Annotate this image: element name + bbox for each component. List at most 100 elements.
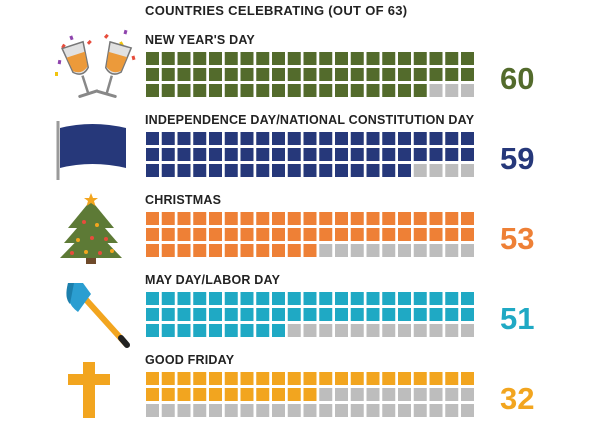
filled-square [240, 148, 254, 161]
filled-square [256, 148, 270, 161]
category-row: NEW YEAR'S DAY 60 [145, 33, 534, 97]
filled-square [193, 132, 207, 145]
filled-square [413, 292, 427, 305]
filled-square [161, 164, 175, 177]
filled-square [209, 84, 222, 97]
filled-square [256, 228, 270, 241]
empty-square [398, 388, 411, 401]
filled-square [177, 372, 191, 385]
filled-square [461, 308, 474, 321]
filled-square [272, 324, 285, 337]
filled-square [272, 212, 285, 225]
filled-square [461, 148, 474, 161]
filled-square [256, 132, 270, 145]
filled-square [350, 372, 364, 385]
filled-square [256, 52, 270, 65]
filled-square [193, 84, 207, 97]
filled-square [240, 292, 254, 305]
filled-square [335, 148, 348, 161]
empty-square [445, 388, 459, 401]
filled-square [445, 132, 459, 145]
filled-square [461, 52, 474, 65]
filled-square [209, 68, 222, 81]
filled-square [224, 292, 238, 305]
filled-square [177, 52, 191, 65]
filled-square [445, 372, 459, 385]
filled-square [256, 308, 270, 321]
filled-square [240, 132, 254, 145]
empty-square [461, 404, 474, 417]
empty-square [382, 324, 396, 337]
filled-square [146, 52, 159, 65]
filled-square [240, 308, 254, 321]
empty-square [398, 324, 411, 337]
empty-square [350, 388, 364, 401]
filled-square [193, 372, 207, 385]
filled-square [240, 244, 254, 257]
empty-square [413, 164, 427, 177]
filled-square [366, 212, 380, 225]
filled-square [272, 388, 285, 401]
category-label: NEW YEAR'S DAY [145, 33, 255, 47]
filled-square [287, 292, 301, 305]
filled-square [287, 244, 301, 257]
filled-square [287, 212, 301, 225]
filled-square [240, 324, 254, 337]
filled-square [366, 164, 380, 177]
filled-square [461, 228, 474, 241]
filled-square [272, 52, 285, 65]
filled-square [319, 212, 333, 225]
filled-square [146, 308, 159, 321]
filled-square [303, 388, 317, 401]
empty-square [366, 324, 380, 337]
empty-square [461, 244, 474, 257]
filled-square [350, 228, 364, 241]
filled-square [303, 372, 317, 385]
filled-square [193, 388, 207, 401]
filled-square [350, 68, 364, 81]
filled-square [272, 148, 285, 161]
filled-square [161, 84, 175, 97]
filled-square [303, 52, 317, 65]
category-label: GOOD FRIDAY [145, 353, 235, 367]
empty-square [429, 244, 443, 257]
filled-square [224, 228, 238, 241]
filled-square [366, 84, 380, 97]
filled-square [209, 212, 222, 225]
empty-square [272, 404, 285, 417]
filled-square [366, 148, 380, 161]
filled-square [461, 292, 474, 305]
empty-square [366, 404, 380, 417]
filled-square [224, 68, 238, 81]
filled-square [177, 388, 191, 401]
empty-square [350, 244, 364, 257]
empty-square [303, 404, 317, 417]
empty-square [398, 244, 411, 257]
category-label: CHRISTMAS [145, 193, 221, 207]
filled-square [287, 52, 301, 65]
filled-square [146, 324, 159, 337]
filled-square [161, 228, 175, 241]
filled-square [429, 148, 443, 161]
filled-square [461, 132, 474, 145]
christmas-tree-icon [60, 193, 122, 264]
filled-square [382, 212, 396, 225]
filled-square [224, 244, 238, 257]
filled-square [146, 228, 159, 241]
filled-square [335, 164, 348, 177]
filled-square [319, 228, 333, 241]
filled-square [224, 132, 238, 145]
filled-square [382, 308, 396, 321]
filled-square [461, 372, 474, 385]
filled-square [398, 212, 411, 225]
empty-square [224, 404, 238, 417]
empty-square [429, 324, 443, 337]
filled-square [193, 228, 207, 241]
filled-square [240, 212, 254, 225]
filled-square [319, 84, 333, 97]
filled-square [429, 52, 443, 65]
filled-square [240, 164, 254, 177]
filled-square [335, 292, 348, 305]
filled-square [335, 68, 348, 81]
